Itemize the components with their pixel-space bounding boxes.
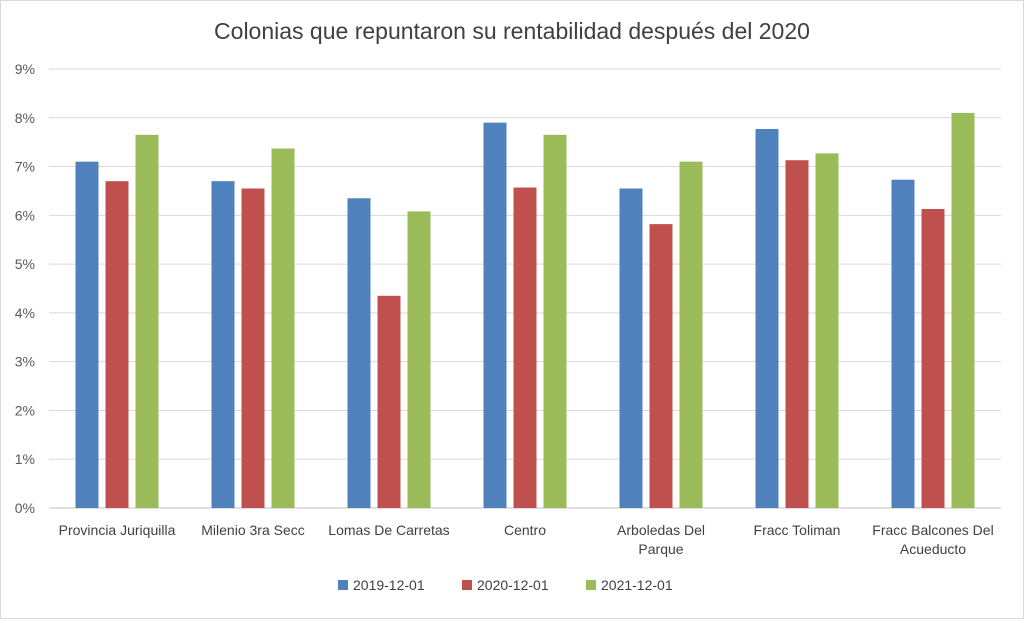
bar [921, 208, 945, 508]
bar [407, 211, 431, 509]
y-tick-label: 2% [15, 402, 35, 418]
x-tick-label: Provincia Juriquilla [59, 522, 176, 538]
y-tick-label: 1% [15, 451, 35, 467]
y-tick-label: 8% [15, 110, 35, 126]
bar [241, 188, 265, 508]
bar [135, 134, 159, 508]
y-tick-label: 0% [15, 500, 35, 516]
bar [347, 198, 371, 508]
bar [785, 160, 809, 508]
x-tick-label: Parque [638, 541, 683, 557]
bar-groups [75, 112, 975, 509]
bar [891, 179, 915, 508]
y-tick-label: 4% [15, 305, 35, 321]
bar [513, 187, 537, 508]
bar [815, 153, 839, 508]
x-tick-label: Milenio 3ra Secc [201, 522, 305, 538]
legend-swatch [462, 580, 472, 590]
bar [377, 295, 401, 508]
legend-swatch [338, 580, 348, 590]
legend-label: 2021-12-01 [601, 577, 673, 593]
bar [619, 188, 643, 508]
chart-title: Colonias que repuntaron su rentabilidad … [214, 18, 810, 44]
legend: 2019-12-01 2020-12-01 2021-12-01 [338, 577, 673, 593]
bar [483, 122, 507, 509]
bar [543, 134, 567, 508]
bar [649, 224, 673, 508]
x-tick-label: Fracc Toliman [754, 522, 841, 538]
x-tick-label: Centro [504, 522, 546, 538]
bar [211, 181, 235, 508]
x-tick-label: Fracc Balcones Del [872, 522, 993, 538]
bar [75, 161, 99, 508]
bar [105, 181, 129, 508]
y-tick-label: 7% [15, 159, 35, 175]
y-tick-label: 3% [15, 354, 35, 370]
legend-label: 2020-12-01 [477, 577, 549, 593]
legend-swatch [586, 580, 596, 590]
bar [679, 161, 703, 508]
x-tick-label: Acueducto [900, 541, 966, 557]
bar [271, 148, 295, 508]
x-axis-category-labels: Provincia Juriquilla Milenio 3ra Secc Loma… [59, 522, 994, 557]
x-tick-label: Lomas De Carretas [328, 522, 449, 538]
bar [755, 128, 779, 508]
legend-label: 2019-12-01 [353, 577, 425, 593]
x-tick-label: Arboledas Del [617, 522, 705, 538]
bar [951, 112, 975, 509]
y-tick-label: 5% [15, 256, 35, 272]
y-tick-label: 9% [15, 61, 35, 77]
y-tick-label: 6% [15, 207, 35, 223]
y-axis-tick-labels: 0% 1% 2% 3% 4% 5% 6% 7% 8% 9% [15, 61, 35, 516]
